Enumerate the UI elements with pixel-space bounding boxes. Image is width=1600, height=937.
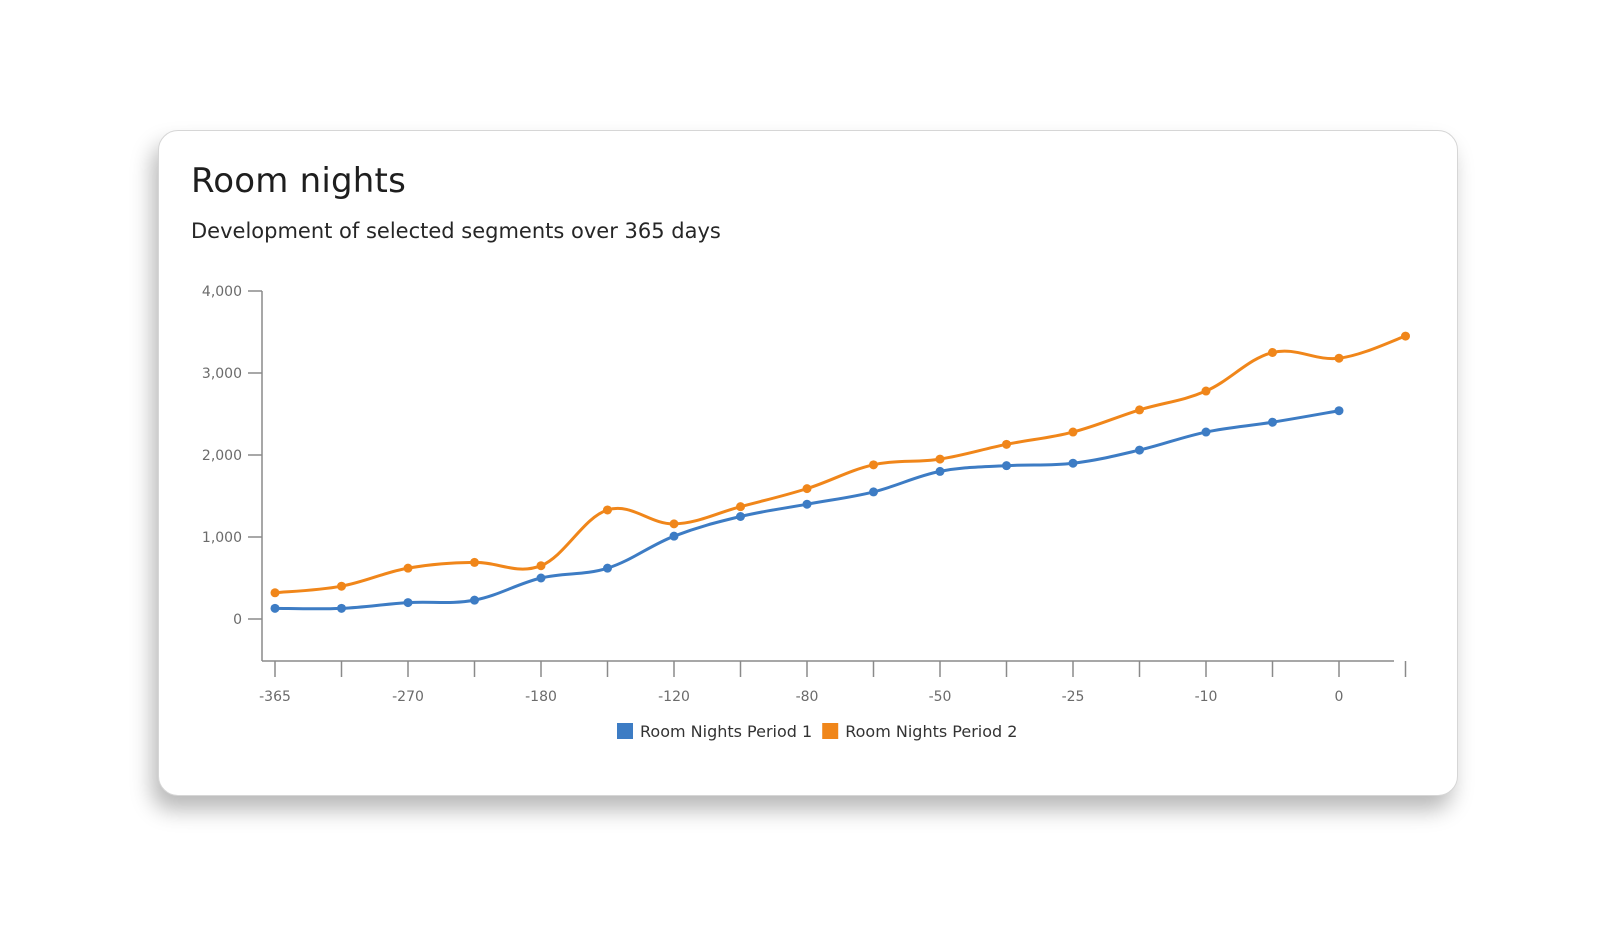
series-2-point	[1068, 427, 1078, 437]
series-2-point	[736, 502, 745, 512]
series-2-point	[1334, 353, 1344, 363]
series-1-point	[270, 603, 280, 613]
series-1-point	[736, 512, 745, 521]
series-1-point	[1334, 406, 1344, 416]
x-tick-label: -10	[1195, 689, 1218, 705]
series-2-point	[669, 519, 679, 529]
series-2-point	[403, 563, 413, 573]
series-2-point	[1401, 331, 1410, 341]
series-1-point	[935, 466, 945, 476]
series-line-1	[274, 409, 1340, 611]
series-2-point	[1002, 439, 1011, 449]
series-1-point	[669, 531, 679, 541]
series-2-point	[536, 561, 546, 571]
series-1-point	[536, 573, 546, 583]
series-2-point	[1135, 405, 1144, 415]
chart-subtitle: Development of selected segments over 36…	[191, 219, 721, 243]
y-tick-label: 3,000	[202, 366, 242, 382]
series-2-point	[935, 454, 945, 464]
series-1-point	[470, 595, 479, 605]
y-tick-label: 1,000	[202, 530, 242, 546]
series-1-point	[1135, 445, 1144, 455]
legend-label-2: Room Nights Period 2	[845, 722, 1017, 741]
y-tick-label: 0	[233, 612, 242, 628]
y-tick-label: 4,000	[202, 284, 242, 300]
series-2-point	[802, 484, 812, 494]
y-tick-label: 2,000	[202, 448, 242, 464]
series-2-point	[603, 505, 612, 515]
series-1-point	[802, 499, 812, 509]
series-1-point	[869, 487, 878, 497]
x-tick-label: -120	[658, 689, 690, 705]
series-2-point	[470, 557, 479, 567]
legend-label-1: Room Nights Period 1	[640, 722, 812, 741]
series-1-point	[1068, 458, 1078, 468]
x-tick-label: -50	[929, 689, 952, 705]
series-2-point	[337, 581, 346, 591]
x-tick-label: -270	[392, 689, 424, 705]
line-chart: 0 1,000 2,000 3,000 4,000 -365 -270 -180 -120 -80…	[202, 284, 1410, 741]
series-2-point	[1268, 348, 1277, 357]
x-tick-label: -25	[1062, 689, 1085, 705]
series-2-point	[869, 460, 878, 470]
series-line-2	[274, 334, 1406, 595]
legend-swatch-2	[822, 723, 839, 739]
room-nights-card: Room nights Development of selected segm…	[158, 130, 1458, 796]
series-2-point	[270, 588, 280, 598]
series-1-point	[1002, 461, 1011, 471]
x-tick-label: 0	[1335, 689, 1344, 705]
series-1-point	[403, 598, 413, 608]
series-1-point	[603, 563, 612, 573]
x-tick-label: -80	[796, 689, 819, 705]
series-1-point	[1201, 427, 1211, 437]
x-tick-label: -365	[259, 689, 291, 705]
legend-swatch-1	[617, 723, 633, 739]
series-2-point	[1201, 386, 1211, 396]
series-1-point	[337, 603, 346, 613]
x-tick-label: -180	[525, 689, 557, 705]
series-1-point	[1268, 417, 1277, 427]
chart-title: Room nights	[191, 161, 406, 201]
